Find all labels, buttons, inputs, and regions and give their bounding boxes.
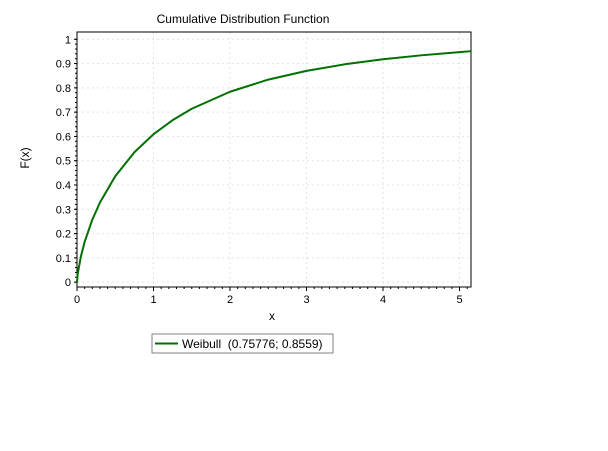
x-tick-label: 0	[74, 294, 80, 306]
legend-label-weibull: Weibull (0.75776; 0.8559)	[182, 337, 323, 351]
series-line-weibull	[76, 50, 472, 283]
grid-lines	[76, 32, 471, 287]
y-tick-label: 0.1	[56, 253, 71, 265]
y-tick-label: 0.9	[56, 59, 71, 71]
x-tick-label: 4	[380, 294, 386, 306]
x-tick-label: 2	[227, 294, 233, 306]
y-tick-label: 1	[65, 34, 71, 46]
y-tick-label: 0.8	[56, 83, 71, 95]
x-tick-label: 1	[150, 294, 156, 306]
x-tick-label: 3	[303, 294, 309, 306]
x-tick-label: 5	[456, 294, 462, 306]
y-tick-label: 0.7	[56, 107, 71, 119]
y-tick-label: 0.4	[56, 180, 71, 192]
y-tick-label: 0.6	[56, 131, 71, 143]
x-axis-label: x	[269, 309, 275, 323]
y-tick-label: 0	[65, 277, 71, 289]
chart-title: Cumulative Distribution Function	[157, 12, 330, 26]
y-tick-label: 0.2	[56, 229, 71, 241]
y-tick-label: 0.3	[56, 204, 71, 216]
axis-ticks: 0 0.1 0.2 0.3 0.4 0.5 0.6 0.7 0.8 0.9 1 0 1 2 3 4 5	[56, 34, 468, 306]
plot-area	[76, 31, 472, 288]
y-axis-label: F(x)	[18, 147, 32, 168]
y-tick-label: 0.5	[56, 156, 71, 168]
legend-box	[151, 333, 334, 354]
legend: Weibull (0.75776; 0.8559)	[151, 333, 334, 354]
series-layer	[76, 50, 472, 283]
